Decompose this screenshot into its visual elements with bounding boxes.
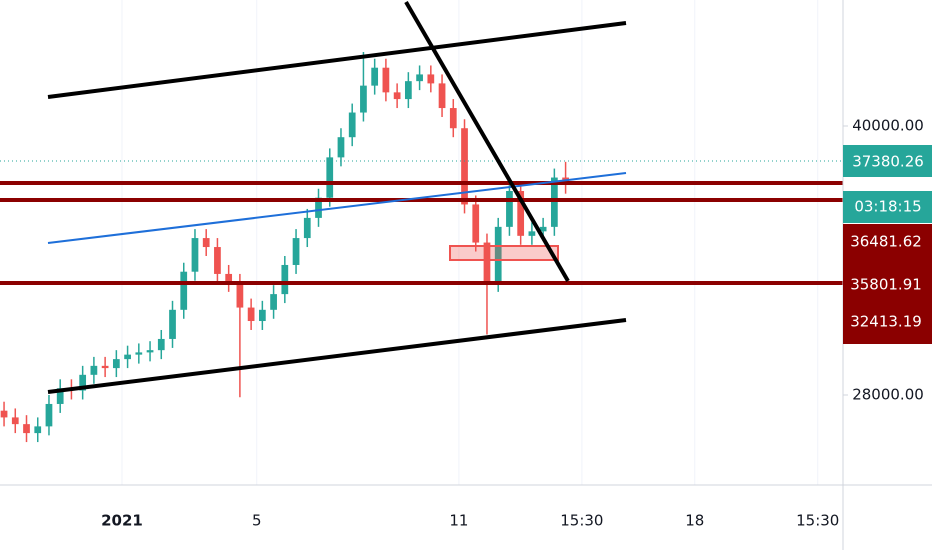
candle-body	[517, 190, 525, 236]
candle-body	[270, 294, 277, 310]
level-tag-text: 36481.62	[850, 233, 922, 251]
zone-box	[449, 245, 559, 261]
candle-body	[169, 309, 176, 339]
candle-body	[528, 231, 536, 236]
candle-body	[0, 410, 8, 418]
channel-bottom	[47, 318, 627, 394]
candle-body	[416, 74, 423, 82]
x-tick-label: 2021	[101, 512, 143, 530]
candle-body	[247, 307, 255, 322]
candle-body	[539, 226, 547, 232]
candle-body	[303, 217, 311, 239]
candle-body	[393, 92, 401, 100]
candle-body	[112, 359, 120, 369]
level-tag-text: 35801.91	[850, 276, 922, 294]
y-tick-label: 40000.00	[852, 116, 924, 134]
candle-body	[236, 282, 244, 308]
price-labels: 37380.26 03:18:15 36481.62 35801.91 3241…	[843, 145, 932, 344]
candle-body	[56, 388, 64, 404]
candle-body	[483, 242, 491, 283]
x-tick-label: 18	[685, 512, 704, 530]
candle-body	[494, 226, 502, 283]
candle-body	[11, 417, 19, 425]
candle-body	[449, 108, 457, 129]
candle-body	[326, 157, 334, 198]
candle-body	[506, 190, 513, 227]
candle-body	[348, 112, 356, 138]
candle-body	[404, 81, 412, 100]
candle-body	[427, 74, 435, 84]
candle-body	[258, 309, 266, 322]
trend-line	[47, 172, 627, 244]
candle-body	[214, 247, 221, 274]
candle-body	[124, 354, 131, 360]
level-tags	[843, 224, 932, 344]
price-tag-text: 37380.26	[852, 153, 924, 171]
x-tick-label: 15:30	[560, 512, 603, 530]
candle-body	[360, 85, 367, 113]
candle-body	[157, 338, 165, 351]
level-tag-text: 32413.19	[850, 313, 922, 331]
candle-body	[382, 67, 390, 93]
candle-body	[461, 128, 468, 205]
countdown-tag	[843, 191, 932, 223]
y-tick-label: 28000.00	[852, 385, 924, 403]
candle-body	[135, 352, 143, 355]
candle-body	[34, 426, 42, 434]
candle-body	[292, 238, 300, 265]
candle-body	[45, 403, 53, 427]
candle-body	[225, 273, 233, 283]
candle-body	[191, 238, 199, 272]
candle-body	[202, 238, 210, 248]
x-tick-label: 11	[449, 512, 468, 530]
candle-body	[90, 365, 98, 375]
candle-body	[371, 67, 379, 86]
candle-body	[315, 197, 322, 218]
trend-line-down	[404, 0, 570, 283]
candle-body	[101, 365, 109, 369]
channel-top	[47, 21, 627, 99]
x-tick-label: 5	[252, 512, 262, 530]
candle-body	[438, 83, 446, 109]
candle-body	[146, 350, 154, 353]
drawings	[0, 0, 843, 394]
candle-body	[550, 177, 558, 227]
candle-body	[180, 271, 188, 310]
countdown-text: 03:18:15	[854, 198, 921, 216]
candle-body	[281, 264, 289, 295]
price-tag	[843, 145, 932, 177]
candle-body	[79, 374, 87, 391]
candle-body	[23, 424, 30, 434]
candle-body	[337, 137, 345, 158]
x-tick-label: 15:30	[796, 512, 839, 530]
candle-body	[472, 204, 480, 243]
